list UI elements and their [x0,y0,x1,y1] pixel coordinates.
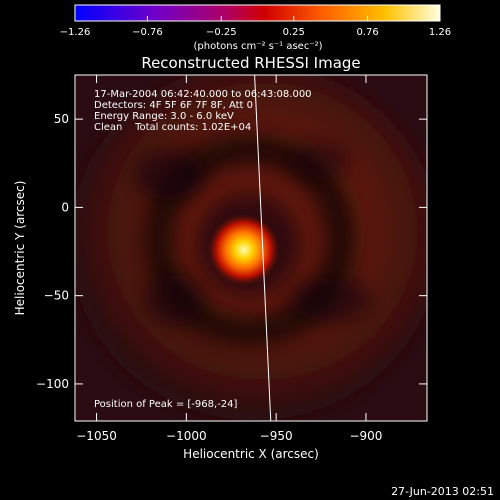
colorbar-tick-label: −0.25 [206,27,237,38]
y-tick-label: −100 [36,377,69,391]
solar-limb-line [254,75,272,421]
sidelobe-blob [290,278,370,322]
peak-source [207,213,280,286]
y-tick-label: 0 [61,200,69,214]
x-tick-label: −1000 [166,429,207,443]
peak-position-label: Position of Peak = [-968,-24] [94,399,238,410]
x-tick-label: −1050 [76,429,117,443]
chart-title: Reconstructed RHESSI Image [141,54,360,72]
colorbar-ticks: −1.26 −0.76 −0.25 0.25 0.76 1.26 [60,16,451,38]
sidelobe-blob [145,275,205,325]
y-tick-label: −50 [44,289,69,303]
x-axis-ticks: −1050 −1000 −950 −900 [76,75,382,443]
x-tick-label: −900 [349,429,382,443]
info-line-energy: Energy Range: 3.0 - 6.0 keV [94,111,234,122]
info-line-time: 17-Mar-2004 06:42:40.000 to 06:43:08.000 [94,89,312,100]
x-axis-label: Heliocentric X (arcsec) [183,447,319,461]
sidelobe-blob [290,140,350,180]
info-line-detectors: Detectors: 4F 5F 6F 7F 8F, Att 0 [94,100,253,111]
y-axis-ticks: 50 0 −50 −100 [36,112,427,391]
y-tick-label: 50 [54,112,69,126]
info-line-clean: Clean Total counts: 1.02E+04 [94,122,251,133]
sidelobe-blob [135,150,205,200]
colorbar-tick-label: −0.76 [132,27,163,38]
image-area [75,75,427,421]
x-tick-label: −950 [260,429,293,443]
y-axis-label: Heliocentric Y (arcsec) [13,181,27,316]
colorbar-tick-label: −1.26 [60,27,91,38]
colorbar-units-label: (photons cm⁻² s⁻¹ asec⁻²) [193,41,322,52]
footer-timestamp: 27-Jun-2013 02:51 [391,485,494,498]
plot-frame [74,74,428,422]
colorbar [74,4,441,22]
colorbar-tick-label: 0.76 [356,27,378,38]
colorbar-tick-label: 1.26 [429,27,451,38]
colorbar-tick-label: 0.25 [283,27,305,38]
